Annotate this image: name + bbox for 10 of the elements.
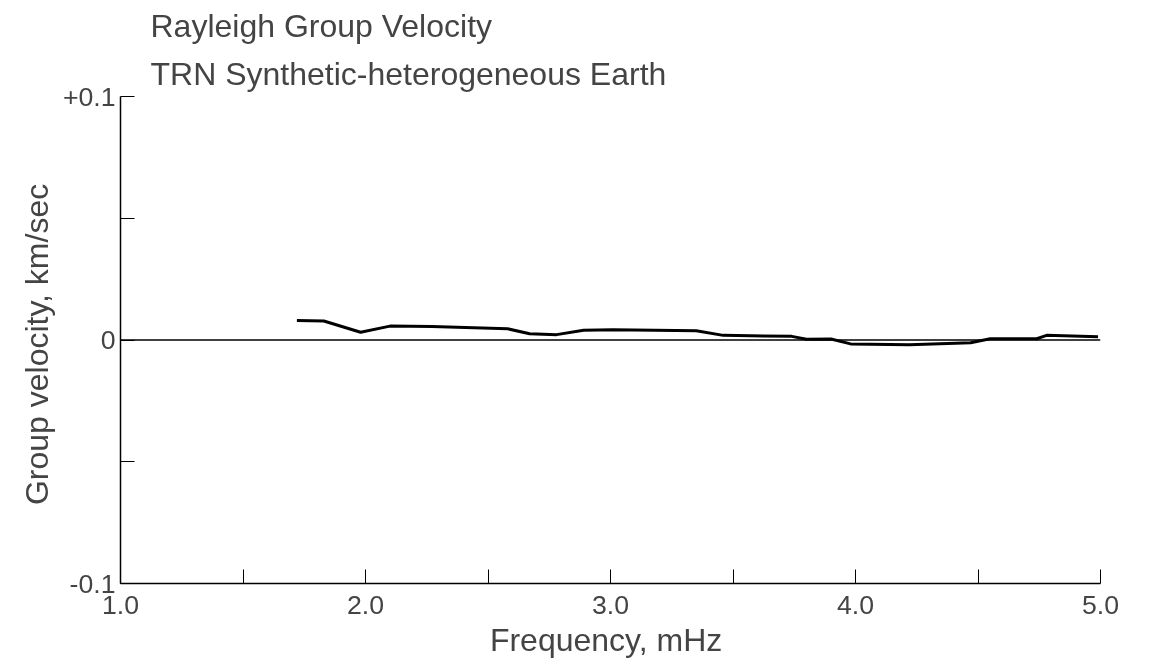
chart-title: Rayleigh Group Velocity (150, 7, 493, 44)
x-tick-label: 5.0 (1081, 589, 1120, 620)
chart-subtitle: TRN Synthetic-heterogeneous Earth (150, 55, 667, 92)
x-tick-label: 2.0 (346, 589, 385, 620)
x-axis-title: Frequency, mHz (489, 621, 723, 658)
y-tick-label: +0.1 (62, 81, 116, 112)
x-tick-label: 3.0 (591, 589, 630, 620)
x-tick-label: 4.0 (836, 589, 875, 620)
y-tick-label: 0 (100, 325, 116, 355)
y-axis-title: Group velocity, km/sec (18, 183, 55, 506)
